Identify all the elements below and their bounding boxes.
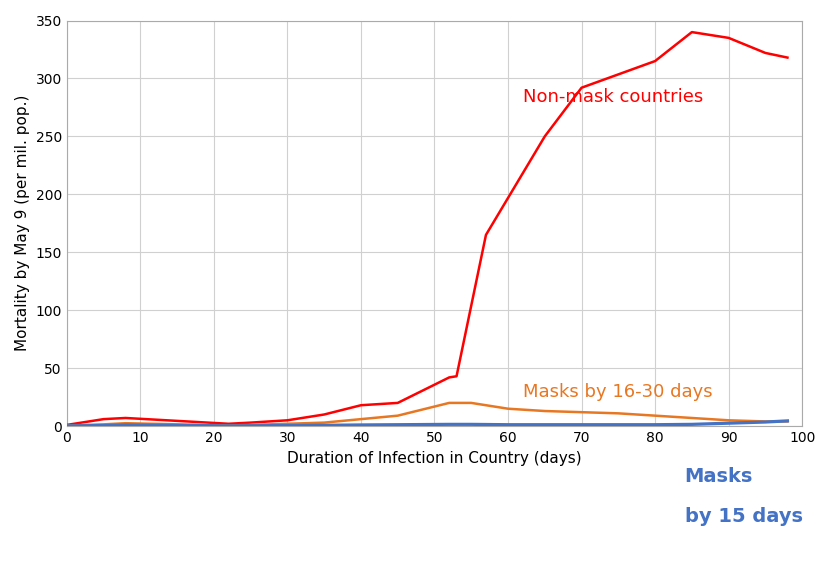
X-axis label: Duration of Infection in Country (days): Duration of Infection in Country (days) [287,450,582,465]
Text: by 15 days: by 15 days [685,507,803,526]
Y-axis label: Mortality by May 9 (per mil. pop.): Mortality by May 9 (per mil. pop.) [15,95,30,351]
Text: Non-mask countries: Non-mask countries [522,88,703,106]
Text: Masks by 16-30 days: Masks by 16-30 days [522,383,712,401]
Text: Masks: Masks [685,466,753,486]
